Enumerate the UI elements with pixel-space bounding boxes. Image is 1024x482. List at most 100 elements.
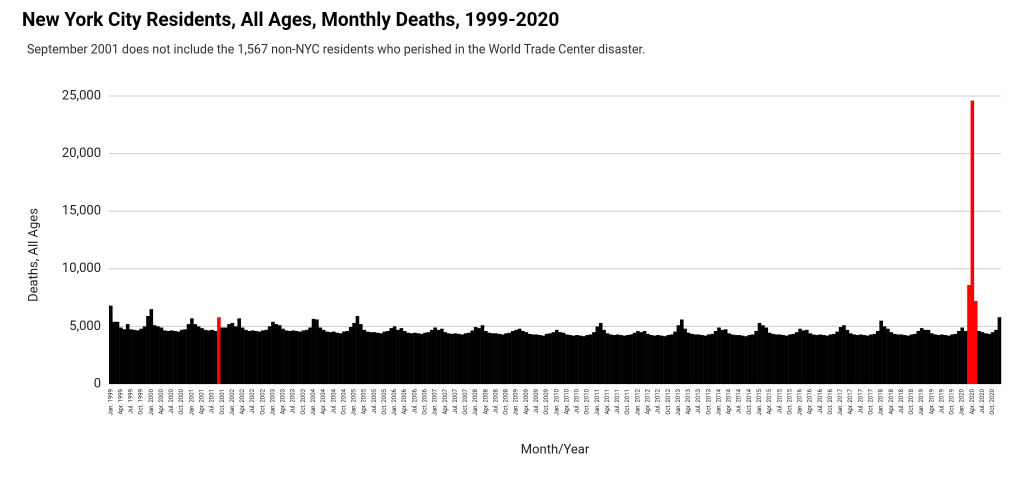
bar	[595, 326, 600, 384]
bar	[926, 329, 931, 384]
bar	[659, 335, 664, 384]
bar	[973, 301, 978, 384]
x-tick-label: Jul. 2001	[209, 389, 216, 414]
bar	[943, 335, 948, 384]
bar	[950, 334, 954, 384]
x-tick-label: Jul. 2003	[290, 389, 297, 414]
bar	[737, 335, 742, 384]
bar	[872, 333, 877, 384]
bar	[700, 335, 704, 384]
bar	[666, 335, 671, 384]
bar	[909, 334, 914, 384]
x-tick-label: Jul. 2010	[574, 388, 581, 413]
bar	[571, 335, 576, 384]
bar	[575, 335, 579, 384]
bar	[281, 328, 285, 384]
bar	[534, 334, 539, 384]
x-tick-label: Jan. 2005	[351, 388, 358, 415]
bar	[791, 333, 796, 384]
bar	[352, 322, 356, 384]
bar	[727, 333, 731, 384]
bar	[277, 325, 282, 384]
bar	[960, 327, 965, 384]
x-tick-label: Oct. 2017	[867, 388, 874, 414]
bar	[811, 334, 816, 384]
chart-title: New York City Residents, All Ages, Month…	[22, 8, 559, 31]
x-tick-label: Oct. 2012	[665, 388, 672, 414]
bar	[818, 334, 823, 384]
y-tick-label: 5,000	[69, 319, 101, 334]
x-tick-label: Jan. 2020	[959, 388, 966, 415]
bar	[396, 329, 400, 384]
x-tick-label: Jul. 2002	[249, 388, 256, 413]
bar	[457, 333, 461, 384]
bar	[517, 328, 522, 384]
bar	[274, 324, 279, 384]
bar	[345, 331, 350, 384]
bar	[190, 318, 194, 384]
bar	[409, 333, 414, 384]
x-tick-label: Jul. 2019	[938, 389, 945, 414]
bar	[747, 335, 752, 384]
bar	[429, 329, 434, 384]
bar	[808, 333, 812, 384]
bar	[764, 327, 769, 384]
x-tick-label: Apr. 1999	[117, 389, 124, 415]
bar	[903, 335, 907, 384]
bar	[166, 331, 171, 384]
bar	[838, 326, 843, 384]
bar	[997, 317, 1002, 384]
x-tick-label: Oct. 2008	[503, 388, 510, 414]
x-tick-label: Jan. 2007	[432, 388, 439, 415]
bar	[933, 334, 938, 384]
bar	[703, 335, 708, 384]
bar	[149, 309, 154, 384]
bar	[196, 326, 201, 384]
bar	[663, 336, 667, 384]
x-axis-label: Month/Year	[521, 442, 590, 457]
bar	[619, 335, 623, 384]
bar	[527, 333, 532, 384]
bar	[210, 329, 214, 384]
x-tick-label: Jul. 2020	[979, 388, 986, 413]
bar	[355, 316, 360, 384]
x-tick-label: Jul. 2011	[614, 389, 621, 414]
x-tick-label: Jan. 2014	[715, 388, 722, 415]
bar	[676, 325, 681, 384]
bar	[892, 333, 897, 384]
bar	[558, 332, 562, 384]
bar	[477, 328, 481, 384]
bar	[936, 335, 941, 384]
x-tick-label: Apr. 2009	[523, 389, 530, 415]
bar	[369, 332, 373, 384]
bar	[852, 334, 856, 384]
bar	[771, 333, 775, 384]
bar	[730, 334, 735, 384]
x-tick-label: Oct. 2006	[421, 388, 428, 414]
bar	[835, 331, 840, 384]
bar	[436, 329, 441, 384]
bar	[757, 322, 762, 384]
bar	[193, 324, 198, 384]
bar	[325, 331, 329, 384]
bar	[163, 330, 167, 384]
bar	[328, 332, 333, 384]
x-tick-label: Jul. 2008	[492, 388, 499, 413]
x-tick-label: Oct. 2000	[178, 388, 185, 414]
bar	[713, 331, 718, 384]
x-tick-label: Apr. 2008	[482, 388, 489, 414]
x-tick-label: Apr. 2013	[685, 389, 692, 415]
bar	[291, 330, 296, 384]
x-tick-label: Jul. 2014	[736, 388, 743, 413]
bar	[244, 329, 248, 384]
bar	[957, 331, 961, 384]
bar	[642, 331, 647, 384]
bar	[629, 334, 633, 384]
x-tick-label: Jan. 2000	[148, 388, 155, 415]
bar	[267, 326, 272, 384]
bar	[788, 334, 792, 384]
bar	[230, 322, 235, 384]
bar	[294, 331, 299, 384]
bar	[254, 331, 258, 384]
bar	[548, 333, 552, 384]
